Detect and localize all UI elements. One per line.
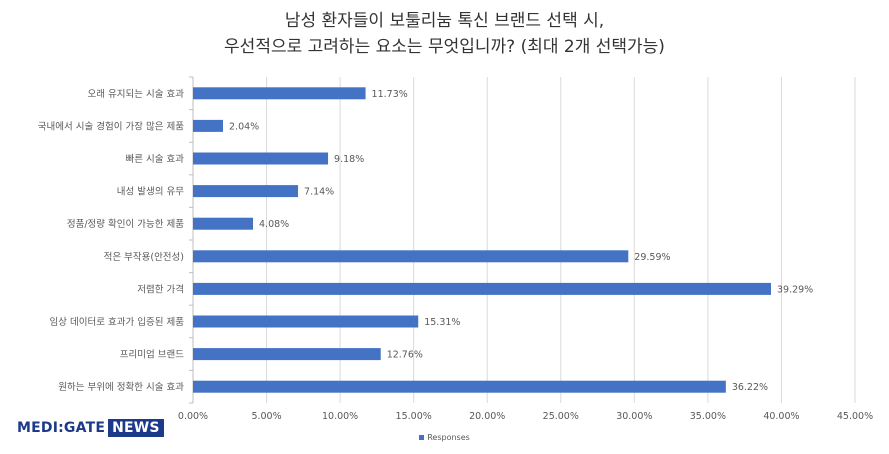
chart-title-line-1: 남성 환자들이 보툴리눔 톡신 브랜드 선택 시, [284, 11, 605, 31]
x-tick-label: 25.00% [543, 411, 579, 422]
bar [193, 119, 224, 132]
data-label: 4.08% [259, 219, 289, 230]
bar [193, 185, 299, 198]
bar [193, 315, 419, 328]
bar [193, 282, 771, 295]
medigate-news-logo: MEDI:GATE NEWS [17, 418, 164, 438]
legend-label: Responses [427, 433, 470, 442]
category-label: 프리미엄 브랜드 [120, 349, 184, 361]
chart-title-line-2: 우선적으로 고려하는 요소는 무엇입니까? (최대 2개 선택가능) [224, 37, 665, 57]
data-label: 12.76% [387, 350, 423, 361]
x-tick-label: 45.00% [837, 411, 873, 422]
category-label: 저렴한 가격 [137, 283, 184, 295]
category-label: 임상 데이터로 효과가 입증된 제품 [50, 316, 185, 328]
x-tick-label: 40.00% [763, 411, 799, 422]
x-tick-label: 20.00% [469, 411, 505, 422]
data-label: 9.18% [334, 154, 364, 165]
x-tick-label: 35.00% [690, 411, 726, 422]
category-label: 오래 유지되는 시술 효과 [88, 89, 185, 100]
bar [193, 87, 366, 100]
data-label: 36.22% [732, 382, 768, 393]
category-label: 내성 발생의 유무 [117, 187, 184, 198]
bar [193, 380, 726, 393]
logo-text-news: NEWS [108, 419, 164, 437]
category-label: 빠른 시술 효과 [126, 154, 185, 165]
data-label: 7.14% [304, 187, 334, 198]
bar [193, 217, 254, 230]
chart-title: 남성 환자들이 보툴리눔 톡신 브랜드 선택 시, 우선적으로 고려하는 요소는… [0, 8, 889, 60]
data-label: 2.04% [229, 121, 259, 132]
category-label: 원하는 부위에 정확한 시술 효과 [58, 381, 184, 393]
category-label: 국내에서 시술 경험이 가장 많은 제품 [38, 120, 184, 132]
x-tick-label: 0.00% [178, 411, 208, 422]
x-tick-label: 5.00% [251, 411, 281, 422]
data-label: 11.73% [372, 89, 408, 100]
chart-legend: Responses [0, 433, 889, 442]
bar [193, 250, 629, 263]
category-label: 정품/정량 확인이 가능한 제품 [67, 218, 184, 230]
logo-text-medigate: MEDI:GATE [17, 420, 106, 436]
data-label: 39.29% [777, 284, 813, 295]
bar [193, 152, 329, 165]
x-tick-label: 10.00% [322, 411, 358, 422]
legend-swatch [419, 435, 425, 440]
category-label: 적은 부작용(안전성) [104, 251, 184, 263]
data-label: 29.59% [634, 252, 670, 263]
x-tick-label: 15.00% [396, 411, 432, 422]
data-label: 15.31% [424, 317, 460, 328]
bar [193, 348, 381, 361]
x-tick-label: 30.00% [616, 411, 652, 422]
